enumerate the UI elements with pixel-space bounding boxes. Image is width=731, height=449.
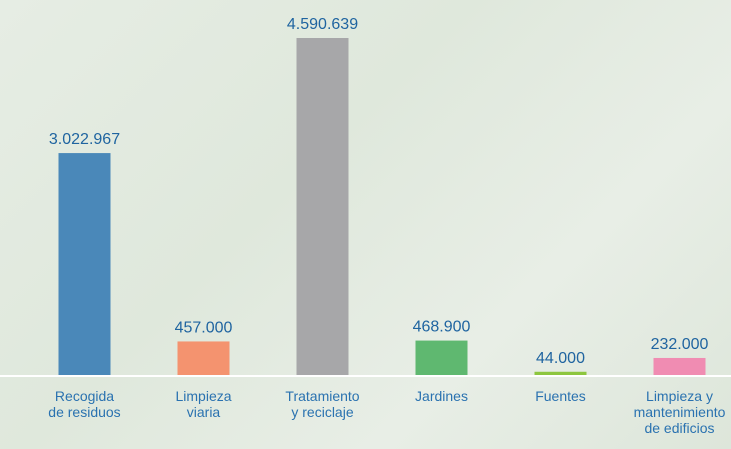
value-label: 232.000 xyxy=(651,336,709,353)
x-tick-label: Fuentes xyxy=(535,388,586,404)
value-label: 4.590.639 xyxy=(287,16,358,33)
value-label: 44.000 xyxy=(536,350,585,367)
bar xyxy=(653,357,706,375)
x-tick-label: Limpieza y mantenimiento de edificios xyxy=(633,388,726,436)
value-label: 468.900 xyxy=(413,319,471,336)
value-label: 3.022.967 xyxy=(49,131,120,148)
x-tick-label: Tratamiento y reciclaje xyxy=(285,388,360,420)
x-tick-label: Limpieza viaria xyxy=(175,388,232,420)
bar xyxy=(534,371,587,375)
bar xyxy=(415,340,468,375)
value-label: 457.000 xyxy=(175,319,233,336)
bar xyxy=(58,153,111,375)
x-tick-label: Recogida de residuos xyxy=(48,388,121,420)
bar xyxy=(177,341,230,375)
bar xyxy=(296,38,349,375)
x-tick-label: Jardines xyxy=(415,388,468,404)
